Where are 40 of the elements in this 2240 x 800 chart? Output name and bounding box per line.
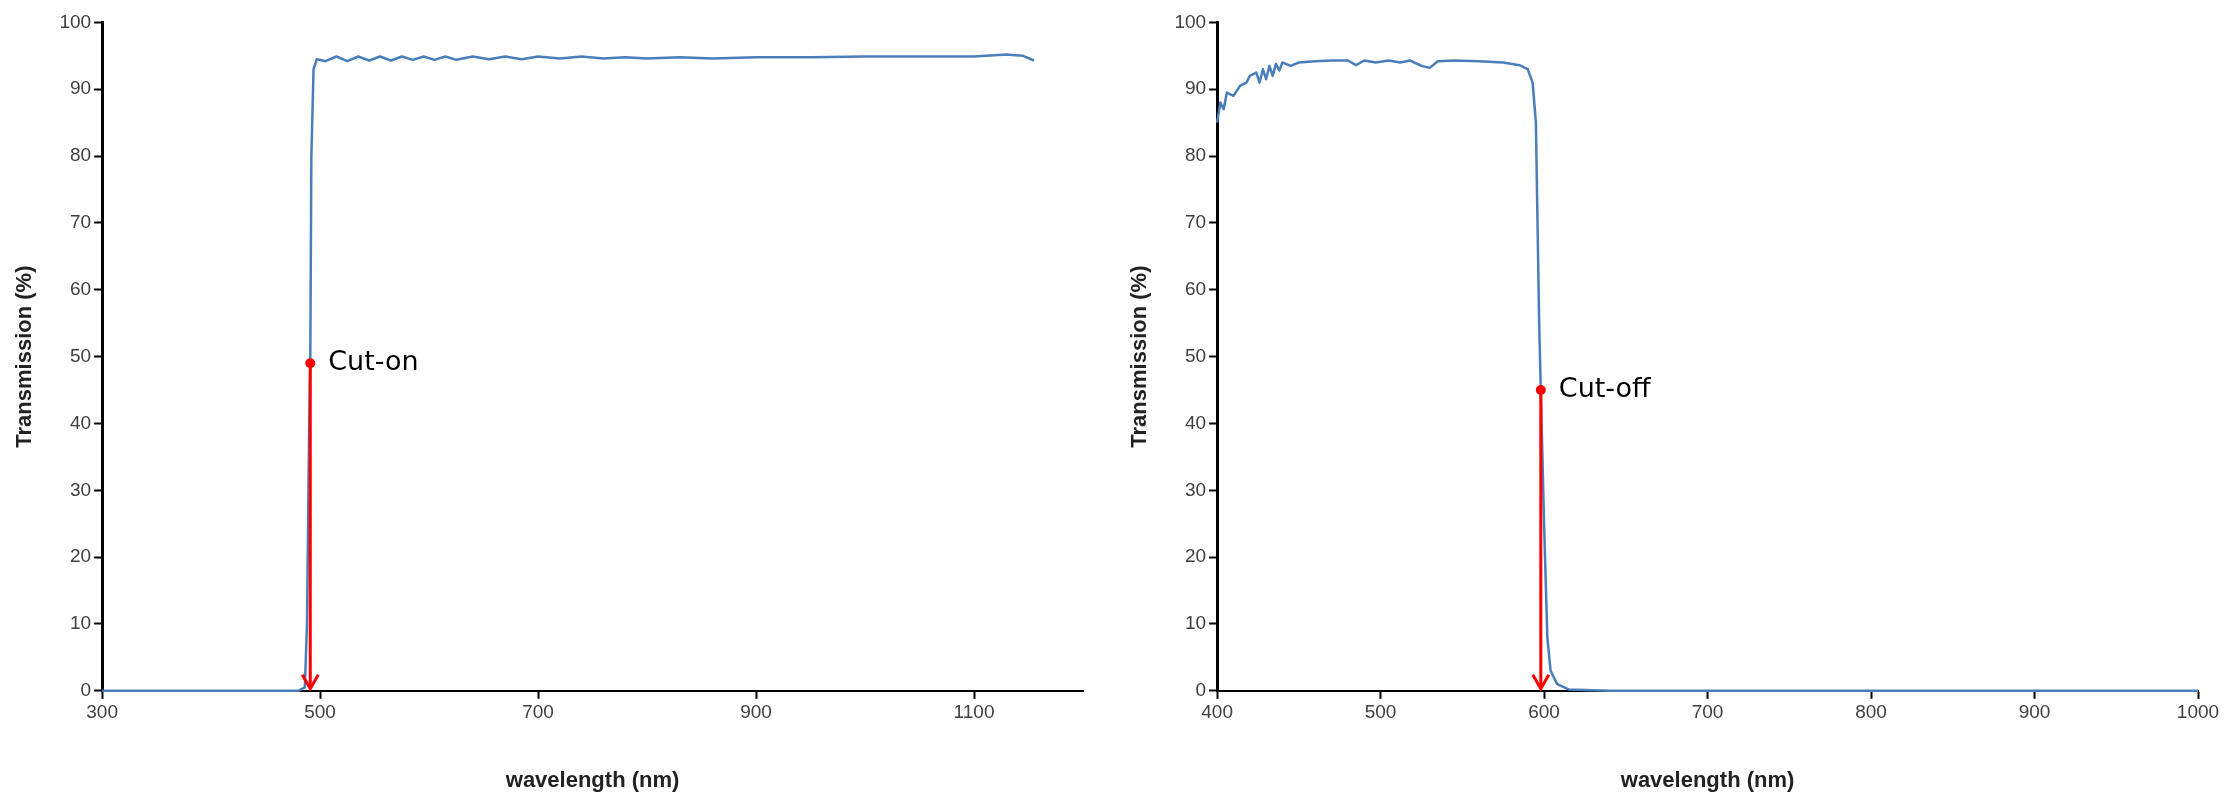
y-tick-label: 50 <box>69 344 92 366</box>
annotation: Cut-on <box>328 345 419 377</box>
y-tick-label: 10 <box>69 612 92 634</box>
annotation: Cut-off <box>1558 372 1653 404</box>
x-tick-label: 500 <box>304 701 336 723</box>
y-tick-label: 40 <box>1184 411 1207 433</box>
x-tick-label: 700 <box>1691 701 1724 723</box>
x-tick-label: 900 <box>2018 701 2051 723</box>
x-tick-label: 400 <box>1201 701 1233 723</box>
y-tick-label: 70 <box>1184 211 1207 233</box>
x-axis-title: wavelength (nm) <box>1619 766 1795 792</box>
x-tick-label: 800 <box>1855 701 1887 723</box>
y-axis-title: Transmission (%) <box>1126 265 1152 448</box>
y-tick-label: 80 <box>1184 144 1207 166</box>
y-tick-label: 0 <box>1195 679 1207 701</box>
y-tick-label: 70 <box>69 211 92 233</box>
y-tick-label: 30 <box>1184 478 1207 500</box>
x-tick-label: 700 <box>522 701 554 723</box>
y-tick-label: 20 <box>1184 545 1207 567</box>
x-tick-label: 1100 <box>953 701 995 723</box>
x-tick-label: 1000 <box>2176 701 2220 723</box>
y-tick-label: 20 <box>69 545 92 567</box>
x-tick-label: 300 <box>86 701 118 723</box>
y-tick-label: 40 <box>69 411 92 433</box>
y-tick-label: 50 <box>1184 344 1207 366</box>
y-tick-label: 0 <box>80 679 92 701</box>
y-tick-label: 90 <box>69 77 92 99</box>
y-tick-label: 30 <box>69 478 92 500</box>
x-axis-title: wavelength (nm) <box>504 766 680 792</box>
y-tick-label: 60 <box>1184 277 1207 299</box>
y-tick-label: 100 <box>1174 10 1207 32</box>
y-axis-title: Transmission (%) <box>11 265 37 448</box>
x-tick-label: 600 <box>1528 701 1560 723</box>
y-tick-label: 90 <box>1184 77 1207 99</box>
y-tick-label: 80 <box>69 144 92 166</box>
y-tick-label: 10 <box>1184 612 1207 634</box>
y-tick-label: 100 <box>59 10 92 32</box>
y-tick-label: 60 <box>69 277 92 299</box>
x-tick-label: 900 <box>740 701 772 723</box>
x-tick-label: 500 <box>1364 701 1397 723</box>
